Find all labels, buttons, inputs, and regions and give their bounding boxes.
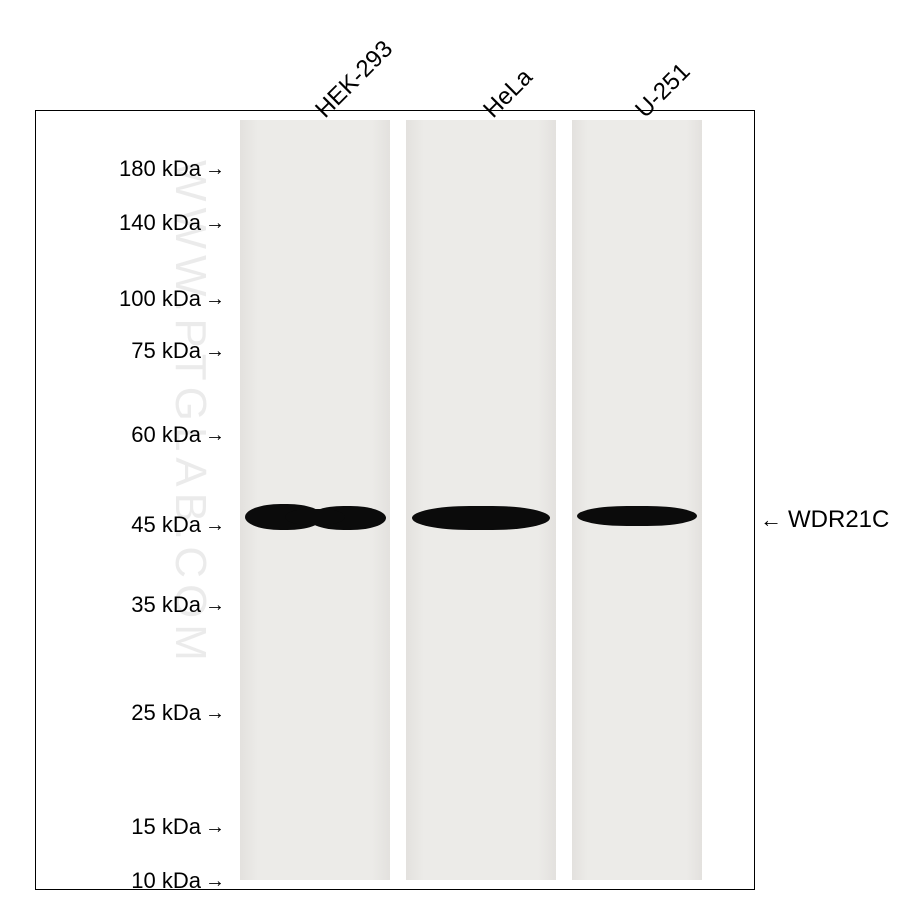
target-label: ← WDR21C xyxy=(760,506,889,534)
arrow-right-icon: → xyxy=(205,703,225,723)
band xyxy=(412,506,550,530)
mw-marker: 100 kDa→ xyxy=(119,286,225,312)
lane-bg xyxy=(572,120,702,880)
lane-hek293 xyxy=(240,120,390,880)
lane-label-u251: U-251 xyxy=(630,58,696,124)
arrow-right-icon: → xyxy=(205,289,225,309)
mw-value: 15 kDa xyxy=(131,814,201,840)
mw-value: 180 kDa xyxy=(119,156,201,182)
arrow-right-icon: → xyxy=(205,595,225,615)
arrow-right-icon: → xyxy=(205,515,225,535)
lane-label-hela: HeLa xyxy=(478,64,538,124)
mw-marker: 25 kDa→ xyxy=(131,700,225,726)
lane-hela xyxy=(406,120,556,880)
lanes-area xyxy=(240,120,740,880)
band xyxy=(285,509,345,525)
mw-marker: 60 kDa→ xyxy=(131,422,225,448)
mw-value: 10 kDa xyxy=(131,868,201,894)
arrow-right-icon: → xyxy=(205,425,225,445)
mw-marker: 140 kDa→ xyxy=(119,210,225,236)
mw-value: 60 kDa xyxy=(131,422,201,448)
mw-value: 75 kDa xyxy=(131,338,201,364)
mw-value: 25 kDa xyxy=(131,700,201,726)
mw-marker: 180 kDa→ xyxy=(119,156,225,182)
lane-bg xyxy=(240,120,390,880)
mw-value: 35 kDa xyxy=(131,592,201,618)
mw-marker: 45 kDa→ xyxy=(131,512,225,538)
lane-bg xyxy=(406,120,556,880)
arrow-right-icon: → xyxy=(205,341,225,361)
target-name: WDR21C xyxy=(788,506,889,534)
arrow-right-icon: → xyxy=(205,213,225,233)
arrow-right-icon: → xyxy=(205,871,225,891)
lane-u251 xyxy=(572,120,702,880)
mw-value: 45 kDa xyxy=(131,512,201,538)
band xyxy=(577,506,697,526)
arrow-left-icon: ← xyxy=(760,507,782,533)
arrow-right-icon: → xyxy=(205,159,225,179)
marker-column: 180 kDa→140 kDa→100 kDa→75 kDa→60 kDa→45… xyxy=(0,0,235,903)
mw-marker: 15 kDa→ xyxy=(131,814,225,840)
arrow-right-icon: → xyxy=(205,817,225,837)
mw-value: 100 kDa xyxy=(119,286,201,312)
mw-marker: 75 kDa→ xyxy=(131,338,225,364)
mw-value: 140 kDa xyxy=(119,210,201,236)
lane-label-hek293: HEK-293 xyxy=(310,35,399,124)
mw-marker: 35 kDa→ xyxy=(131,592,225,618)
mw-marker: 10 kDa→ xyxy=(131,868,225,894)
